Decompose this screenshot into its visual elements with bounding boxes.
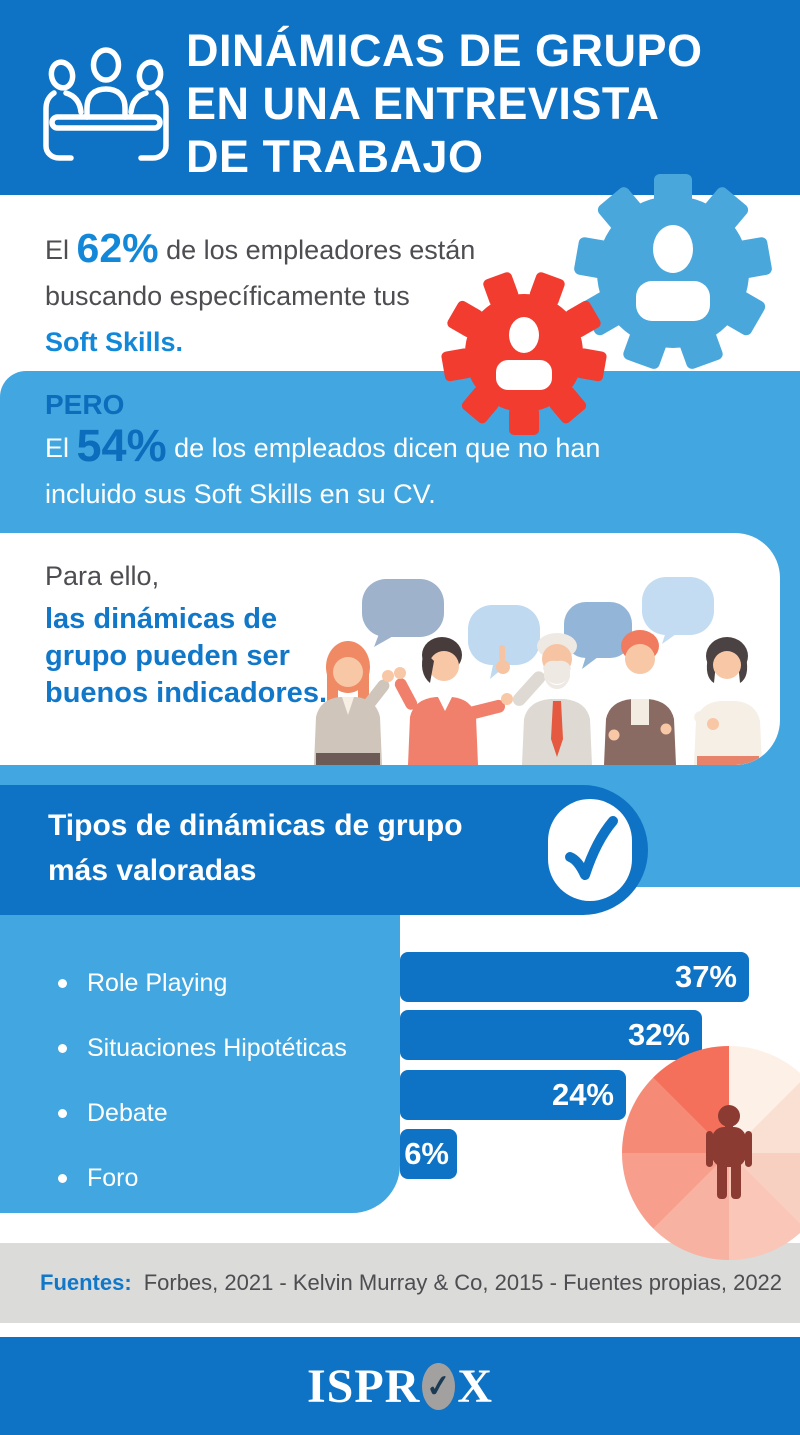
bar-foro: 6% [400, 1129, 457, 1179]
card-intro: Para ello, [45, 561, 160, 591]
bar-role-playing: 37% [400, 952, 749, 1002]
sources-label: Fuentes: [40, 1270, 132, 1295]
list-item: Debate [58, 1081, 347, 1146]
person-5 [694, 637, 762, 765]
bar-situaciones-hipoteticas: 32% [400, 1010, 702, 1060]
isprox-logo: ISPR ✓ X [307, 1359, 493, 1414]
person-3 [496, 633, 592, 765]
banner: Tipos de dinámicas de grupo más valorada… [0, 785, 648, 915]
page-title: DINÁMICAS DE GRUPO EN UNA ENTREVISTA DE … [186, 25, 703, 182]
logo-check-icon: ✓ [422, 1362, 456, 1410]
pie-chart-graphic [622, 1046, 800, 1260]
stat54-line2: incluido sus Soft Skills en su CV. [45, 479, 436, 509]
person-2 [394, 637, 513, 765]
stat62-highlight: Soft Skills. [45, 327, 184, 357]
card-section: Para ello, las dinámicas de grupo pueden… [0, 533, 800, 765]
bar-debate: 24% [400, 1070, 626, 1120]
stat54-prefix: El [45, 433, 70, 463]
gear-user-icon-blue [574, 174, 772, 369]
person-1 [314, 641, 394, 765]
bar-value-label: 37% [674, 959, 737, 994]
employees-stat-text: El 54% de los empleados dicen que no han… [45, 423, 685, 517]
bar-value-label: 6% [404, 1136, 449, 1171]
person-4 [604, 630, 676, 765]
indicators-card: Para ello, las dinámicas de grupo pueden… [0, 533, 780, 765]
banner-title: Tipos de dinámicas de grupo más valorada… [48, 809, 463, 887]
chart-section: Tipos de dinámicas de grupo más valorada… [0, 765, 800, 1243]
gear-user-icon-red [441, 272, 607, 435]
stat62-prefix: El [45, 235, 70, 265]
stat62-line2: buscando específicamente tus [45, 281, 410, 311]
sources-band: Fuentes: Forbes, 2021 - Kelvin Murray & … [0, 1243, 800, 1323]
stat62-value: 62% [76, 225, 159, 271]
footer: ISPR ✓ X [0, 1337, 800, 1435]
group-discussion-illustration [314, 577, 762, 765]
check-icon [548, 799, 632, 901]
bar-value-label: 32% [627, 1017, 690, 1052]
logo-text-post: X [457, 1359, 494, 1413]
stat54-value: 54% [76, 420, 167, 471]
person-silhouette-icon [706, 1105, 752, 1199]
dynamics-list: Role Playing Situaciones Hipotéticas Deb… [58, 951, 347, 1211]
pero-label: PERO [45, 389, 125, 420]
list-item: Situaciones Hipotéticas [58, 1016, 347, 1081]
card-emphasis: las dinámicas de grupo pueden ser buenos… [45, 603, 327, 709]
speech-bubbles [362, 577, 714, 679]
stat62-rest: de los empleadores están [166, 235, 476, 265]
sources-text: Forbes, 2021 - Kelvin Murray & Co, 2015 … [143, 1270, 783, 1295]
meeting-table-icon [43, 47, 169, 161]
header: DINÁMICAS DE GRUPO EN UNA ENTREVISTA DE … [0, 0, 800, 195]
logo-text-pre: ISPR [306, 1359, 421, 1413]
stat54-rest: de los empleados dicen que no han [174, 433, 601, 463]
list-item: Foro [58, 1146, 347, 1211]
list-item: Role Playing [58, 951, 347, 1016]
gear-user-icons [441, 174, 772, 435]
employers-stat-text: El 62% de los empleadores están buscando… [45, 225, 475, 365]
bar-value-label: 24% [551, 1077, 614, 1112]
employees-stat-section: PERO El 54% de los empleados dicen que n… [0, 371, 800, 533]
